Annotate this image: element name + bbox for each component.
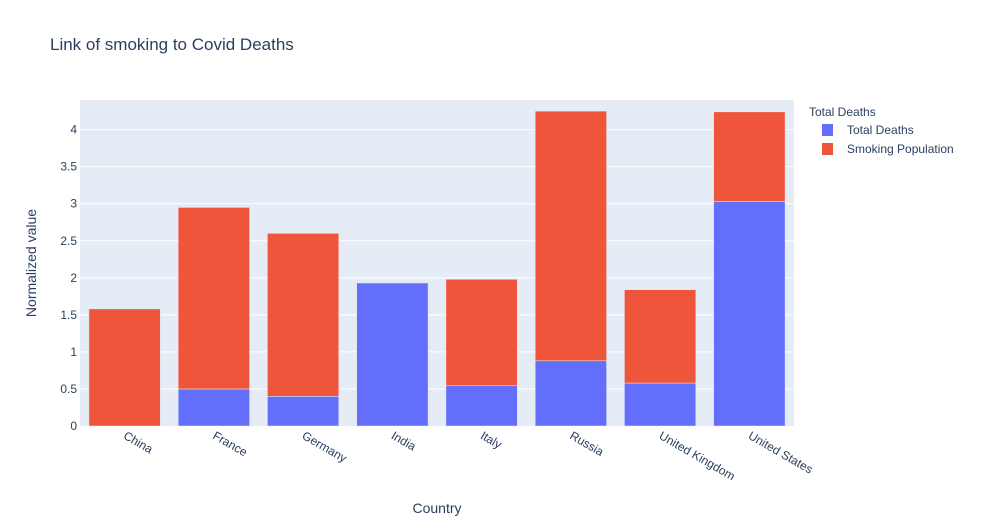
bar-smoking-population: [534, 110, 607, 362]
y-tick-label: 3.5: [60, 160, 77, 174]
bar-total-deaths: [534, 360, 607, 427]
y-tick-label: 4: [70, 123, 77, 137]
y-tick-label: 1: [70, 345, 77, 359]
y-axis-ticks: 0 0.5 1 1.5 2 2.5 3 3.5 4: [60, 123, 77, 433]
x-tick-label: Russia: [567, 428, 606, 459]
x-tick-label: India: [389, 428, 419, 453]
chart-title: Link of smoking to Covid Deaths: [50, 35, 294, 54]
legend-swatch[interactable]: [822, 143, 833, 155]
bar-smoking-population: [88, 308, 161, 427]
y-tick-label: 1.5: [60, 308, 77, 322]
y-tick-label: 2.5: [60, 234, 77, 248]
bar-total-deaths: [177, 388, 250, 427]
x-axis-ticks: China France Germany India Italy Russia United…: [121, 428, 815, 483]
bar-smoking-population: [624, 289, 697, 384]
y-tick-label: 3: [70, 197, 77, 211]
bar-total-deaths: [713, 201, 786, 427]
x-tick-label: China: [121, 428, 155, 456]
bar-total-deaths: [356, 282, 429, 427]
legend-label[interactable]: Smoking Population: [847, 142, 954, 156]
legend-items: Total Deaths Smoking Population: [822, 123, 954, 156]
x-tick-label: Germany: [300, 428, 350, 465]
y-tick-label: 0: [70, 419, 77, 433]
legend: Total Deaths Total Deaths Smoking Populat…: [809, 105, 954, 156]
legend-label[interactable]: Total Deaths: [847, 123, 914, 137]
y-tick-label: 0.5: [60, 382, 77, 396]
x-tick-label: Italy: [478, 428, 504, 451]
bar-smoking-population: [713, 111, 786, 202]
x-axis-title: Country: [412, 500, 461, 516]
bars: [88, 110, 786, 427]
bar-total-deaths: [267, 396, 340, 427]
legend-title: Total Deaths: [809, 105, 876, 119]
y-tick-label: 2: [70, 271, 77, 285]
bar-smoking-population: [177, 207, 250, 390]
x-tick-label: United States: [746, 428, 815, 476]
bar-smoking-population: [445, 279, 518, 386]
bar-total-deaths: [624, 382, 697, 427]
legend-swatch[interactable]: [822, 124, 833, 136]
x-tick-label: France: [210, 428, 250, 459]
y-axis-title: Normalized value: [23, 209, 39, 317]
bar-total-deaths: [445, 385, 518, 427]
x-tick-label: United Kingdom: [657, 428, 738, 483]
bar-smoking-population: [267, 233, 340, 397]
